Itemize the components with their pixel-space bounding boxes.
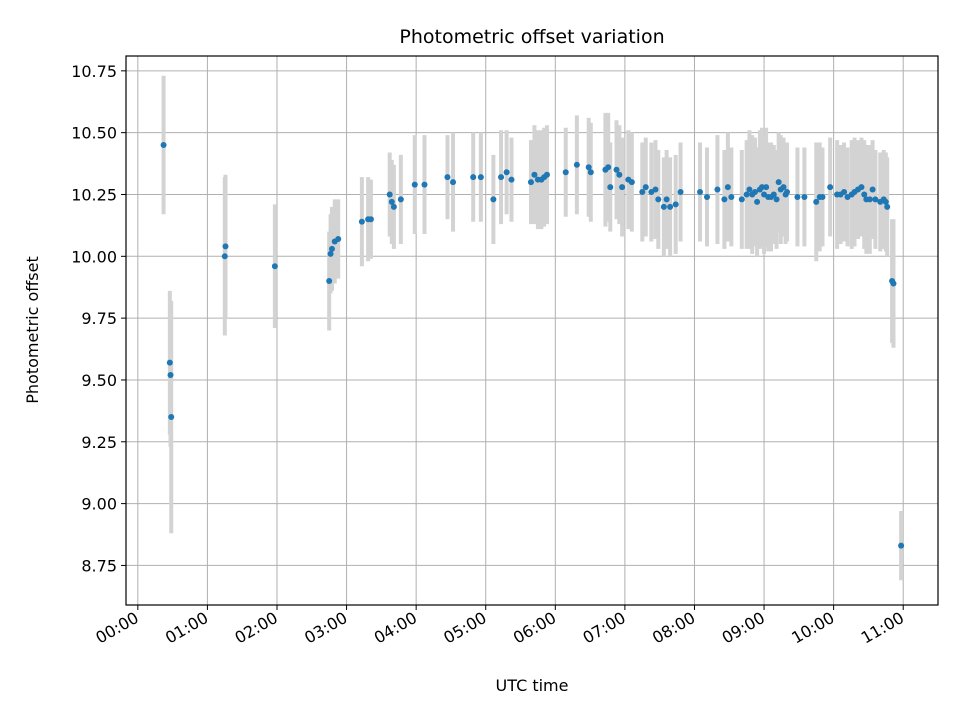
data-point xyxy=(503,169,510,176)
data-point xyxy=(498,174,505,181)
data-point xyxy=(397,196,404,203)
data-point xyxy=(813,198,820,205)
data-point xyxy=(703,193,710,200)
y-tick-label: 10.00 xyxy=(71,247,117,266)
data-point xyxy=(667,203,674,210)
data-point xyxy=(738,196,745,203)
data-point xyxy=(677,189,684,196)
chart-title: Photometric offset variation xyxy=(399,26,664,48)
data-point xyxy=(697,189,704,196)
data-point xyxy=(222,243,229,250)
data-point xyxy=(358,218,365,225)
data-point xyxy=(780,184,787,191)
data-point xyxy=(587,169,594,176)
data-point xyxy=(335,236,342,242)
data-point xyxy=(801,193,808,200)
data-point xyxy=(758,184,765,191)
data-point xyxy=(724,184,731,191)
data-point xyxy=(639,189,646,196)
data-points xyxy=(160,142,905,549)
data-point xyxy=(770,191,777,198)
data-point xyxy=(752,189,759,196)
data-point xyxy=(271,263,278,270)
plot-frame xyxy=(125,55,939,606)
data-point xyxy=(327,250,334,257)
y-tick-label: 9.75 xyxy=(81,309,117,328)
data-point xyxy=(470,174,477,181)
y-tick-label: 10.75 xyxy=(71,62,117,81)
data-point xyxy=(421,181,428,188)
y-tick-label: 9.25 xyxy=(81,433,117,452)
data-point xyxy=(585,164,592,171)
data-point xyxy=(773,196,780,203)
data-point xyxy=(221,253,228,260)
y-tick-label: 8.75 xyxy=(81,556,117,575)
data-point xyxy=(672,201,679,208)
data-point xyxy=(607,184,614,191)
data-point xyxy=(784,189,791,196)
data-point xyxy=(754,198,761,205)
data-point xyxy=(642,184,649,191)
data-point xyxy=(827,184,834,191)
data-point xyxy=(763,184,770,191)
data-point xyxy=(619,184,626,191)
data-point xyxy=(660,203,667,210)
data-point xyxy=(866,196,873,203)
data-point xyxy=(869,186,876,193)
data-point xyxy=(655,196,662,203)
data-point xyxy=(388,198,395,205)
y-tick-label: 9.50 xyxy=(81,371,117,390)
data-point xyxy=(167,372,174,379)
data-point xyxy=(728,193,735,200)
data-point xyxy=(477,174,484,181)
data-point xyxy=(411,181,418,188)
data-point xyxy=(367,216,374,223)
data-point xyxy=(543,171,550,178)
data-point xyxy=(775,179,782,186)
data-point xyxy=(531,171,538,178)
data-point xyxy=(652,186,659,193)
data-point xyxy=(328,245,335,252)
data-point xyxy=(884,203,891,210)
data-point xyxy=(160,142,167,149)
data-point xyxy=(450,179,457,186)
data-point xyxy=(841,189,848,196)
data-point xyxy=(390,203,397,210)
data-point xyxy=(872,196,879,203)
x-axis-label: UTC time xyxy=(496,676,569,695)
data-point xyxy=(605,164,612,171)
data-point xyxy=(326,278,333,285)
y-axis-label: Photometric offset xyxy=(23,256,42,404)
data-point xyxy=(746,186,753,193)
data-point xyxy=(444,174,451,181)
data-point xyxy=(562,169,569,176)
data-point xyxy=(168,414,175,421)
data-point xyxy=(663,196,670,203)
data-point xyxy=(628,179,635,186)
data-point xyxy=(508,176,515,183)
data-point xyxy=(861,191,868,198)
data-point xyxy=(386,191,393,198)
y-axis-ticks: 8.75 9.00 9.25 9.50 9.75 10.00 10.25 10.50 10.75 xyxy=(71,62,126,575)
data-point xyxy=(882,198,889,205)
data-point xyxy=(721,196,728,203)
data-point xyxy=(794,193,801,200)
data-point xyxy=(573,161,580,168)
data-point xyxy=(898,542,905,549)
data-point xyxy=(743,191,750,198)
data-point xyxy=(490,196,497,203)
data-point xyxy=(616,171,623,178)
y-tick-label: 10.50 xyxy=(71,124,117,143)
data-point xyxy=(527,179,534,186)
y-tick-label: 9.00 xyxy=(81,495,117,514)
data-point xyxy=(819,193,826,200)
data-point xyxy=(890,280,897,287)
y-tick-label: 10.25 xyxy=(71,185,117,204)
data-point xyxy=(714,186,721,193)
data-point xyxy=(613,166,620,173)
data-point xyxy=(166,359,173,366)
data-point xyxy=(858,184,865,191)
